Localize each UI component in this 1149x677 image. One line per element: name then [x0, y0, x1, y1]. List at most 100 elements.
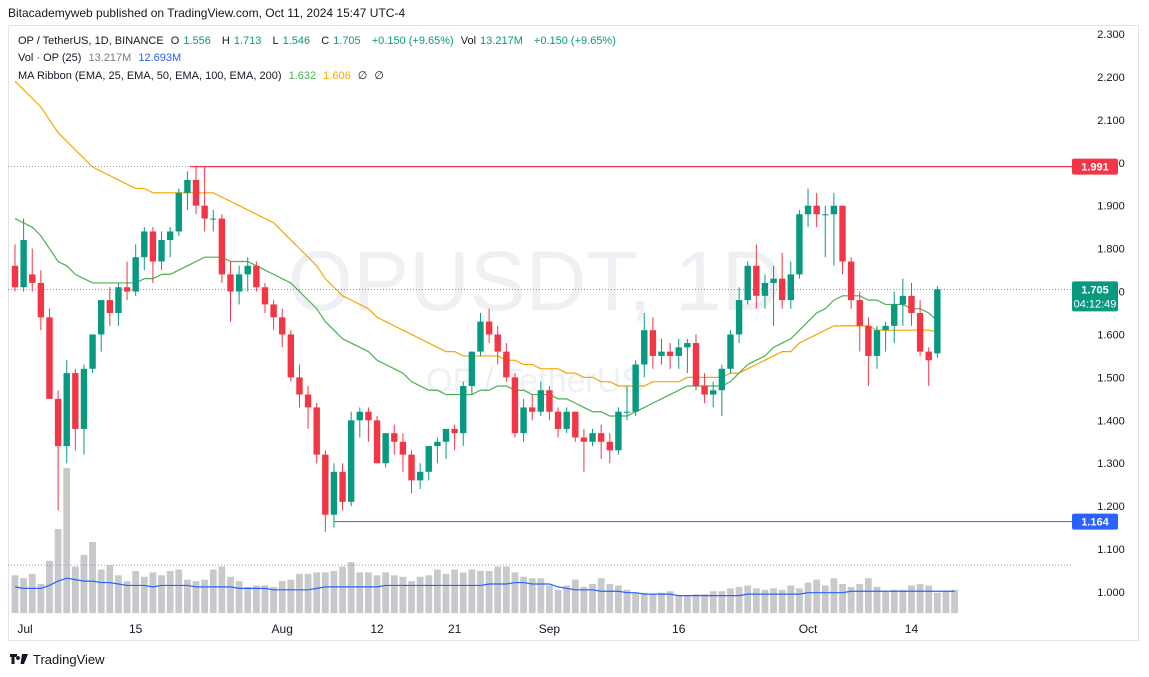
- candle-body[interactable]: [520, 407, 527, 434]
- candle-body[interactable]: [753, 265, 760, 296]
- candle-body[interactable]: [115, 287, 122, 313]
- candle-body[interactable]: [666, 351, 674, 356]
- candle-body[interactable]: [580, 437, 588, 442]
- candle-body[interactable]: [606, 441, 613, 451]
- candle-body[interactable]: [451, 428, 458, 434]
- candle-body[interactable]: [442, 428, 450, 442]
- candle-body[interactable]: [166, 231, 174, 241]
- candle-body[interactable]: [675, 347, 682, 356]
- candle-body[interactable]: [839, 205, 846, 262]
- candle-body[interactable]: [391, 433, 398, 442]
- candle-body[interactable]: [158, 240, 165, 262]
- candle-body[interactable]: [296, 377, 303, 395]
- candle-body[interactable]: [632, 364, 639, 412]
- candle-body[interactable]: [882, 325, 889, 331]
- candle-body[interactable]: [727, 334, 734, 369]
- candle-body[interactable]: [80, 368, 88, 429]
- legend-volume-title[interactable]: Vol · OP (25): [18, 52, 82, 64]
- candle-body[interactable]: [847, 261, 855, 301]
- candle-body[interactable]: [244, 265, 251, 275]
- candle-body[interactable]: [253, 265, 260, 288]
- candle-body[interactable]: [891, 304, 898, 326]
- candle-body[interactable]: [89, 334, 96, 369]
- candle-body[interactable]: [132, 257, 139, 292]
- candle-body[interactable]: [270, 304, 277, 318]
- candle-body[interactable]: [434, 441, 441, 447]
- candle-body[interactable]: [744, 265, 751, 301]
- candle-body[interactable]: [63, 373, 70, 447]
- candle-body[interactable]: [735, 300, 743, 335]
- candle-body[interactable]: [98, 300, 105, 335]
- candle-body[interactable]: [54, 398, 62, 447]
- candle-body[interactable]: [503, 351, 510, 378]
- candle-body[interactable]: [899, 295, 907, 305]
- candle-body[interactable]: [718, 368, 726, 391]
- candle-body[interactable]: [347, 420, 355, 502]
- candle-body[interactable]: [804, 205, 812, 215]
- candle-body[interactable]: [813, 205, 820, 215]
- candle-body[interactable]: [778, 278, 786, 301]
- candle-body[interactable]: [382, 433, 389, 464]
- candle-body[interactable]: [304, 394, 312, 408]
- candle-body[interactable]: [856, 300, 863, 326]
- candle-body[interactable]: [37, 282, 45, 318]
- legend-ma-title[interactable]: MA Ribbon (EMA, 25, EMA, 50, EMA, 100, E…: [18, 70, 282, 82]
- candle-body[interactable]: [649, 330, 657, 356]
- candle-body[interactable]: [20, 240, 27, 288]
- candle-body[interactable]: [684, 343, 691, 348]
- candle-body[interactable]: [460, 385, 467, 434]
- candle-body[interactable]: [494, 334, 501, 352]
- candle-body[interactable]: [485, 321, 493, 335]
- candle-body[interactable]: [356, 411, 363, 421]
- candle-body[interactable]: [477, 321, 484, 352]
- candle-body[interactable]: [916, 313, 924, 352]
- candle-body[interactable]: [192, 179, 200, 206]
- candle-body[interactable]: [373, 420, 381, 464]
- candle-body[interactable]: [787, 274, 794, 301]
- candle-body[interactable]: [865, 325, 872, 356]
- candle-body[interactable]: [261, 287, 269, 305]
- candle-body[interactable]: [11, 265, 19, 288]
- candle-body[interactable]: [322, 454, 329, 515]
- candle-body[interactable]: [554, 411, 562, 429]
- candle-body[interactable]: [511, 377, 519, 434]
- candle-body[interactable]: [701, 385, 708, 395]
- candle-body[interactable]: [468, 351, 476, 386]
- candle-body[interactable]: [210, 218, 217, 220]
- candle-body[interactable]: [830, 205, 838, 215]
- candle-body[interactable]: [141, 231, 148, 258]
- candle-body[interactable]: [201, 205, 208, 219]
- footer-brand[interactable]: TradingView: [33, 652, 105, 667]
- candle-body[interactable]: [563, 411, 570, 429]
- candle-body[interactable]: [184, 179, 191, 193]
- candle-body[interactable]: [934, 289, 941, 354]
- candle-body[interactable]: [615, 411, 622, 451]
- candle-body[interactable]: [925, 351, 932, 361]
- candle-body[interactable]: [365, 411, 372, 421]
- candle-body[interactable]: [287, 334, 295, 378]
- candle-body[interactable]: [908, 295, 915, 313]
- candle-body[interactable]: [149, 231, 157, 262]
- legend-symbol[interactable]: OP / TetherUS, 1D, BINANCE: [18, 35, 164, 47]
- candle-body[interactable]: [279, 317, 286, 335]
- candle-body[interactable]: [641, 330, 648, 365]
- candle-body[interactable]: [658, 351, 665, 356]
- candle-body[interactable]: [589, 433, 596, 442]
- candle-body[interactable]: [529, 407, 536, 412]
- candle-body[interactable]: [710, 390, 717, 395]
- candle-body[interactable]: [761, 282, 769, 296]
- candle-body[interactable]: [46, 317, 53, 399]
- candle-body[interactable]: [235, 274, 243, 292]
- candle-body[interactable]: [416, 471, 424, 481]
- candle-body[interactable]: [106, 300, 114, 313]
- candle-body[interactable]: [313, 407, 320, 455]
- candle-body[interactable]: [399, 441, 407, 455]
- candle-body[interactable]: [218, 218, 226, 275]
- candle-body[interactable]: [537, 390, 545, 412]
- candle-body[interactable]: [29, 274, 36, 283]
- candle-body[interactable]: [572, 411, 579, 438]
- candle-body[interactable]: [175, 192, 182, 232]
- candle-body[interactable]: [330, 471, 338, 515]
- candle-body[interactable]: [123, 287, 131, 292]
